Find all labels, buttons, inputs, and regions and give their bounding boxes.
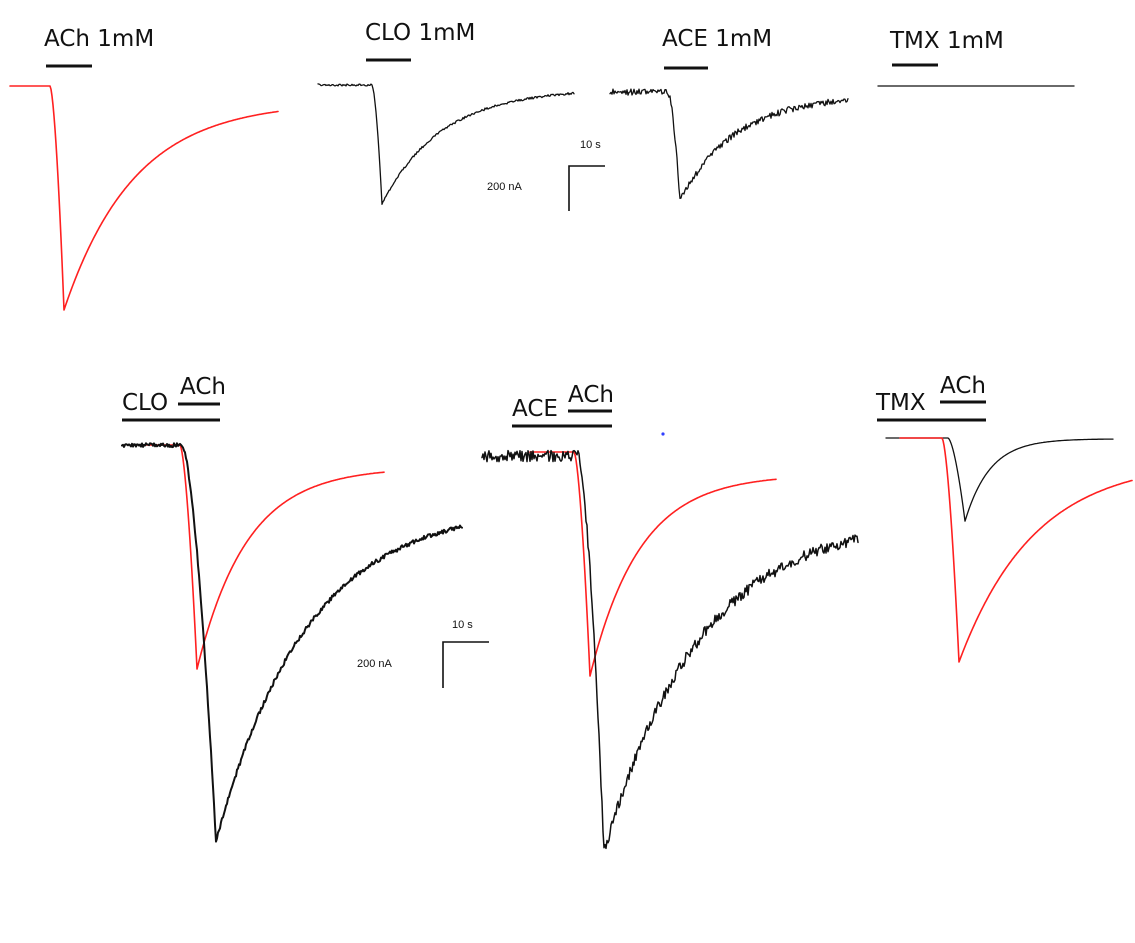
trace-ach-after-tmx (885, 437, 1114, 522)
scale-current-label: 200 nA (487, 181, 523, 193)
label-ace-1mm: ACE 1mM (662, 26, 772, 52)
scale-time-label: 10 s (452, 619, 473, 631)
panel-ach: ACh 1mM (9, 26, 279, 311)
scale-current-label: 200 nA (357, 658, 393, 670)
trace-clo (317, 83, 575, 205)
trace-ach-control (139, 444, 385, 670)
panel-ace: ACE 1mM (609, 26, 849, 200)
label-ach-1mm: ACh 1mM (44, 26, 154, 52)
label-ach: ACh (180, 374, 226, 400)
label-ace: ACE (512, 396, 558, 422)
label-tmx: TMX (875, 390, 926, 416)
panel-ace-ach: ACE ACh (481, 382, 859, 850)
scale-bar-top: 10 s 200 nA (487, 139, 605, 211)
label-clo-1mm: CLO 1mM (365, 20, 475, 46)
panel-clo: CLO 1mM (317, 20, 575, 205)
scale-bar-lines (442, 641, 489, 688)
scale-bar-bottom: 10 s 200 nA (357, 619, 489, 688)
label-tmx-1mm: TMX 1mM (889, 28, 1004, 54)
trace-ach-control (529, 451, 777, 677)
scale-time-label: 10 s (580, 139, 601, 151)
panel-tmx-ach: TMX ACh (875, 373, 1133, 663)
label-ach: ACh (568, 382, 614, 408)
trace-ach-control (899, 437, 1133, 663)
scale-bar-lines (568, 165, 605, 211)
panel-clo-ach: CLO ACh (121, 374, 463, 843)
stray-dot (661, 432, 665, 436)
trace-ach-after-ace (481, 449, 859, 850)
label-ach: ACh (940, 373, 986, 399)
trace-ach-after-clo (121, 442, 463, 843)
panel-tmx: TMX 1mM (877, 28, 1075, 87)
label-clo: CLO (122, 390, 168, 416)
trace-ach (9, 85, 279, 311)
trace-ace (609, 88, 849, 200)
